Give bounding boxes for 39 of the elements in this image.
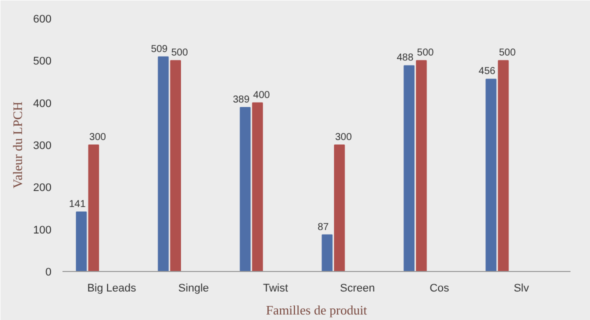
y-tick-label: 300 (33, 140, 52, 152)
data-label: 400 (253, 90, 270, 101)
bar (252, 102, 263, 272)
x-tick-label: Big Leads (87, 282, 137, 294)
y-tick-label: 200 (33, 182, 52, 194)
data-label: 300 (335, 132, 352, 143)
bar (334, 144, 345, 272)
y-tick-label: 100 (33, 224, 52, 236)
bar (486, 78, 496, 272)
bar (158, 56, 169, 272)
bar (240, 106, 251, 272)
data-label: 389 (232, 94, 250, 106)
data-label: 500 (417, 48, 434, 59)
data-label: 141 (69, 199, 86, 210)
y-tick-label: 500 (33, 56, 52, 68)
x-tick-label: Twist (263, 282, 288, 294)
bar (88, 144, 100, 272)
y-tick-label: 400 (33, 98, 52, 110)
bar (76, 212, 87, 272)
bar (404, 65, 415, 272)
data-label: 500 (498, 48, 516, 59)
data-label: 300 (89, 132, 106, 143)
x-tick-label: Single (178, 282, 209, 294)
x-tick-label: Cos (430, 282, 450, 294)
x-axis-title: Familles de produit (266, 302, 368, 318)
bar (498, 60, 509, 272)
bar (416, 60, 427, 272)
bar (170, 60, 181, 272)
data-label: 87 (318, 222, 330, 233)
data-label: 500 (171, 48, 188, 59)
y-axis-title: Valeur du LPCH (10, 102, 26, 188)
bar (322, 234, 333, 272)
x-tick-label: Slv (514, 282, 530, 294)
x-tick-label: Screen (340, 282, 375, 294)
y-tick-label: 0 (45, 266, 52, 278)
data-label: 509 (150, 44, 168, 55)
data-label: 488 (396, 52, 414, 64)
data-label: 456 (478, 66, 496, 78)
y-tick-label: 600 (33, 14, 52, 26)
